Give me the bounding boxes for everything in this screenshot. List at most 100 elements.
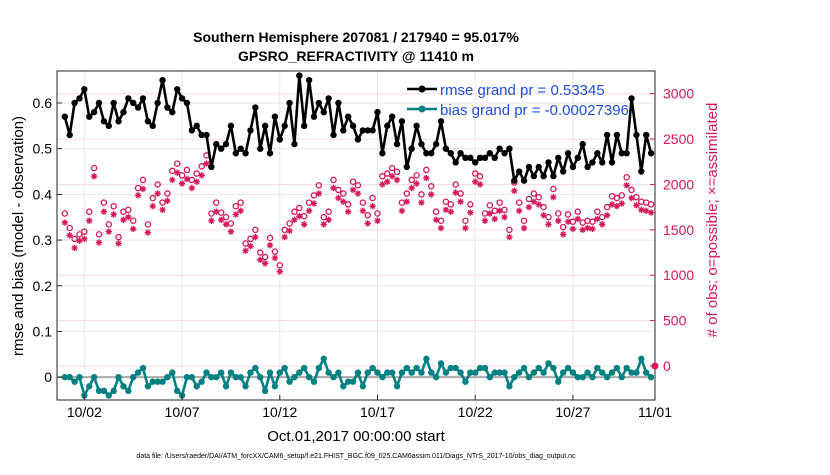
obs-possible-point bbox=[115, 233, 122, 241]
bias-point bbox=[237, 373, 244, 381]
bias-point bbox=[276, 369, 283, 376]
bias-point bbox=[545, 360, 552, 367]
obs-assimilated-point bbox=[198, 172, 205, 179]
rmse-point bbox=[81, 86, 88, 93]
obs-assimilated-point bbox=[90, 173, 98, 180]
obs-possible-point bbox=[408, 176, 415, 184]
rmse-point bbox=[379, 150, 386, 157]
bias-point bbox=[359, 383, 367, 390]
rmse-point bbox=[340, 127, 347, 134]
obs-assimilated-point bbox=[66, 232, 73, 239]
rmse-point bbox=[384, 122, 391, 130]
obs-possible-point bbox=[476, 173, 484, 180]
obs-assimilated-point bbox=[134, 192, 142, 199]
bias-point bbox=[134, 369, 142, 376]
plot-area-frame bbox=[56, 70, 656, 401]
rmse-point bbox=[398, 118, 406, 125]
obs-possible-point bbox=[447, 201, 455, 208]
obs-assimilated-point bbox=[452, 189, 459, 196]
obs-possible-point bbox=[613, 194, 621, 202]
bias-point bbox=[144, 383, 152, 390]
obs-possible-point bbox=[291, 208, 298, 215]
legend-bias-marker bbox=[418, 105, 426, 113]
bias-point bbox=[579, 373, 586, 381]
obs-assimilated-point bbox=[130, 225, 137, 233]
x-tick-label: 10/27 bbox=[555, 404, 590, 420]
bias-point bbox=[540, 369, 547, 376]
rmse-point bbox=[95, 99, 103, 107]
obs-assimilated-point bbox=[315, 190, 323, 197]
obs-possible-point bbox=[164, 190, 171, 197]
obs-possible-point bbox=[471, 170, 479, 177]
rmse-point bbox=[545, 159, 552, 166]
bias-point bbox=[584, 369, 591, 376]
obs-possible-point bbox=[281, 226, 288, 234]
rmse-point bbox=[418, 140, 425, 148]
obs-assimilated-point bbox=[173, 169, 181, 176]
obs-assimilated-point bbox=[95, 239, 103, 246]
obs-possible-point bbox=[427, 183, 435, 190]
rmse-point bbox=[296, 72, 303, 79]
rmse-point bbox=[574, 154, 582, 162]
x-axis-ticks: 10/02 10/07 10/12 10/17 10/22 10/27 11/01 bbox=[67, 395, 672, 420]
obs-assimilated-point bbox=[120, 216, 127, 224]
bias-point bbox=[76, 373, 83, 381]
bias-point bbox=[442, 369, 450, 376]
bias-point bbox=[315, 364, 323, 372]
rmse-point bbox=[217, 145, 225, 152]
obs-assimilated-point bbox=[217, 216, 225, 224]
obs-possible-point bbox=[564, 211, 572, 218]
rmse-point bbox=[149, 122, 156, 130]
obs-assimilated-point bbox=[281, 233, 288, 241]
obs-assimilated-point bbox=[105, 228, 112, 235]
rmse-point bbox=[227, 122, 235, 130]
obs-assimilated-point bbox=[613, 203, 621, 210]
bias-point bbox=[423, 355, 430, 363]
obs-assimilated-point bbox=[335, 194, 342, 202]
obs-assimilated-point bbox=[579, 226, 586, 234]
x-tick-label: 10/17 bbox=[360, 404, 395, 420]
y-left-tick-label: 0.5 bbox=[33, 141, 53, 157]
obs-possible-point bbox=[594, 208, 601, 215]
bias-point bbox=[320, 355, 327, 363]
rmse-point bbox=[115, 118, 122, 125]
bias-point bbox=[208, 373, 215, 381]
bias-point bbox=[408, 369, 415, 376]
rmse-point bbox=[496, 145, 503, 152]
obs-assimilated-point bbox=[261, 260, 269, 267]
bias-point bbox=[388, 369, 396, 376]
rmse-point bbox=[437, 118, 445, 125]
chart-title: Southern Hemisphere 207081 / 217940 = 95… bbox=[193, 29, 519, 45]
rmse-point bbox=[213, 140, 220, 148]
obs-assimilated-point bbox=[447, 208, 454, 215]
rmse-point bbox=[515, 168, 523, 175]
y-axis-right-ticks: 0 500 1000 1500 2000 2500 3000 bbox=[650, 86, 694, 374]
obs-assimilated-point bbox=[344, 208, 352, 215]
obs-possible-point bbox=[530, 190, 538, 197]
obs-assimilated-point bbox=[388, 173, 396, 180]
rmse-point bbox=[594, 150, 601, 157]
obs-assimilated-point bbox=[545, 221, 552, 228]
rmse-point bbox=[462, 154, 469, 162]
obs-possible-point bbox=[183, 166, 191, 174]
bias-point bbox=[564, 364, 572, 372]
obs-assimilated-point bbox=[418, 199, 425, 206]
bias-point bbox=[569, 369, 577, 376]
y-right-tick-label: 1500 bbox=[663, 222, 694, 238]
obs-possible-point bbox=[525, 195, 533, 203]
obs-assimilated-point bbox=[423, 174, 430, 182]
obs-possible-point bbox=[252, 226, 259, 234]
data-file-footer: data file: /Users/raeder/DAI/ATM_forcXX/… bbox=[136, 453, 576, 460]
legend: rmse grand pr = 0.53345 bias grand pr = … bbox=[407, 82, 629, 119]
obs-assimilated-point bbox=[257, 256, 264, 263]
obs-possible-point bbox=[467, 201, 474, 208]
obs-possible-point bbox=[325, 208, 332, 215]
rmse-point bbox=[506, 145, 513, 152]
bias-point bbox=[305, 373, 313, 381]
bias-point bbox=[330, 373, 337, 381]
obs-assimilated-point bbox=[647, 209, 655, 216]
obs-possible-point bbox=[413, 172, 420, 179]
rmse-point bbox=[198, 131, 205, 139]
bias-point bbox=[261, 387, 269, 395]
